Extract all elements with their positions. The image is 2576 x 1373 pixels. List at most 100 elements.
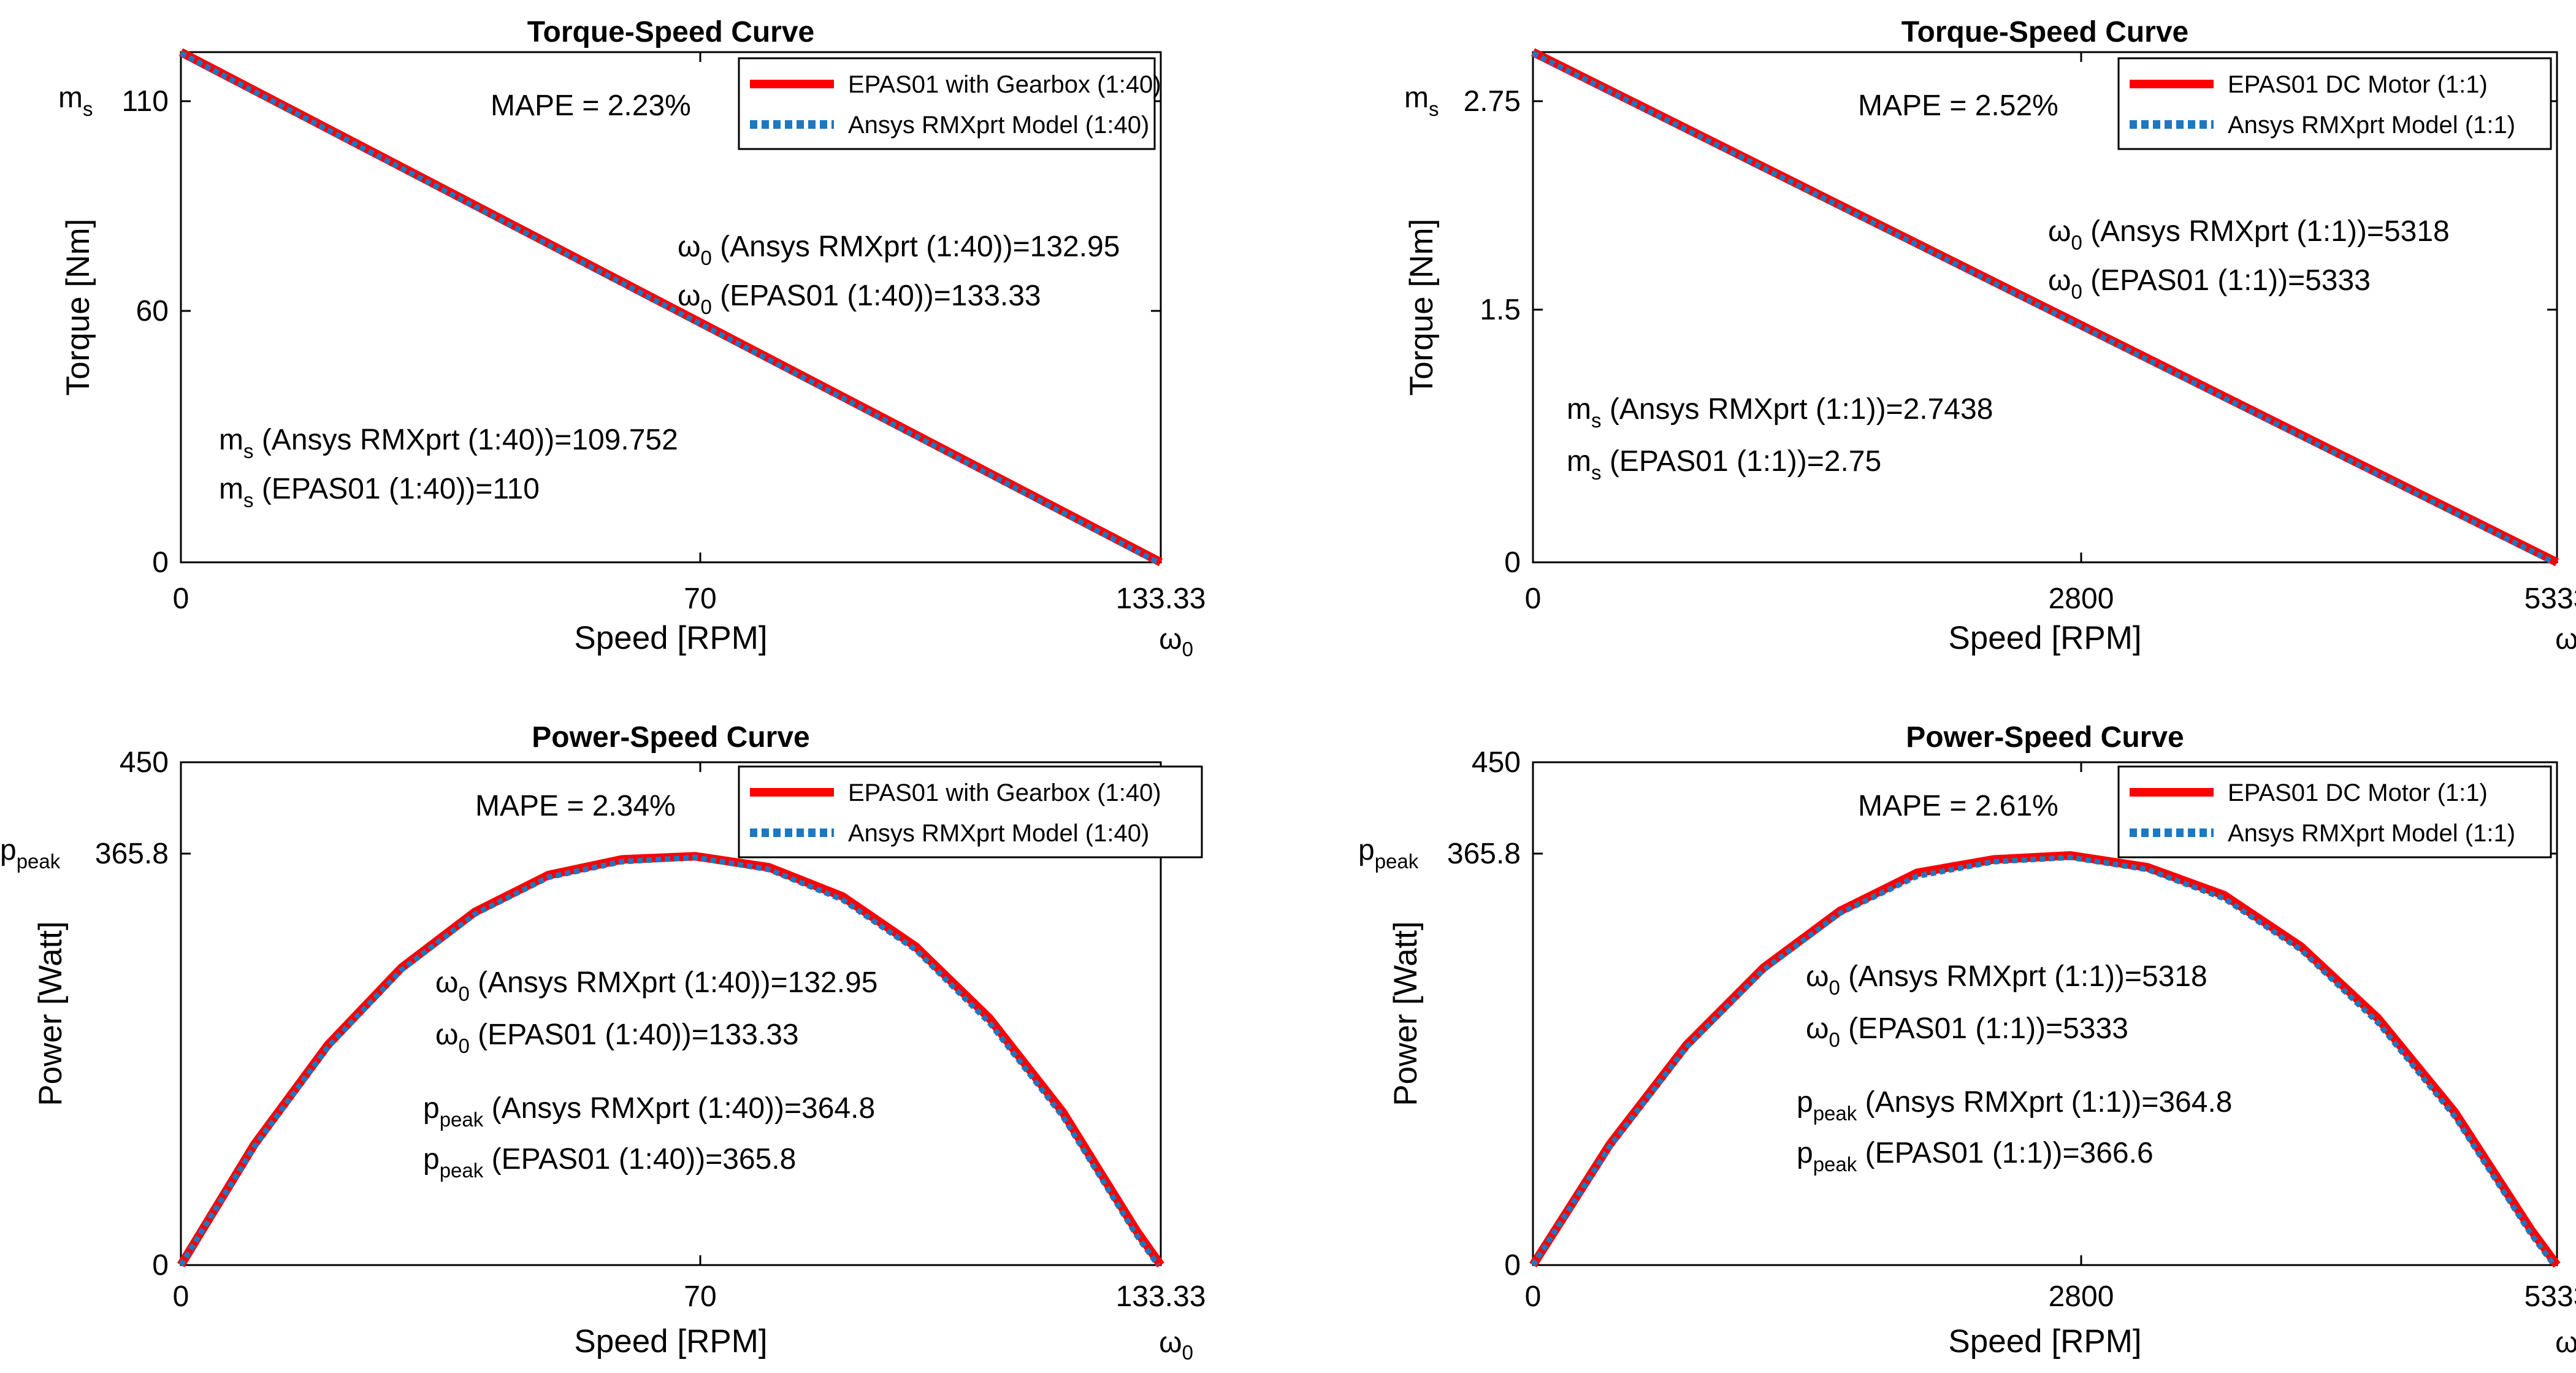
x-tick-label: 0	[173, 583, 189, 615]
annotation-symbol-sub: s	[1591, 461, 1602, 484]
chart-panel-2: Torque-Speed Curve028005333ω001.52.75msS…	[1404, 16, 2576, 656]
y-top-symbol-char: m	[1404, 82, 1429, 114]
annotation-symbol: p	[1797, 1086, 1813, 1119]
y-axis-label: Torque [Nm]	[60, 219, 96, 396]
annotation-text: (EPAS01 (1:40))=133.33	[470, 1019, 799, 1051]
annotation-symbol-sub: s	[243, 440, 254, 462]
annotation-text: (Ansys RMXprt (1:1))=364.8	[1857, 1086, 2232, 1119]
y-axis-label: Power [Watt]	[32, 921, 69, 1106]
annotation-text: (EPAS01 (1:40))=133.33	[712, 280, 1041, 312]
x-end-symbol-char: ω	[1159, 623, 1182, 656]
annotation-symbol-sub: peak	[440, 1159, 484, 1182]
value-annotation: ms (EPAS01 (1:1))=2.75	[1567, 445, 1881, 484]
chart-title: Torque-Speed Curve	[527, 16, 815, 48]
annotation-symbol-sub: 0	[1829, 1028, 1840, 1051]
annotation-symbol: p	[1797, 1137, 1813, 1169]
annotation-text: (EPAS01 (1:1))=2.75	[1601, 445, 1881, 478]
value-annotation: ms (Ansys RMXprt (1:40))=109.752	[219, 424, 678, 462]
value-annotation: ms (EPAS01 (1:40))=110	[219, 473, 540, 511]
annotation-text: MAPE = 2.52%	[1858, 90, 2058, 122]
annotation-text: MAPE = 2.34%	[475, 790, 676, 822]
x-tick-label: 70	[684, 583, 716, 615]
x-end-symbol: ω0	[2555, 1326, 2576, 1364]
y-axis-label: Power [Watt]	[1388, 921, 1424, 1106]
y-top-symbol-sub: s	[83, 98, 93, 120]
chart-title: Power-Speed Curve	[532, 721, 809, 754]
annotation-text: (Ansys RMXprt (1:40))=132.95	[470, 966, 878, 999]
mape-annotation: MAPE = 2.23%	[491, 90, 691, 122]
value-annotation: ω0 (EPAS01 (1:1))=5333	[1806, 1012, 2128, 1051]
x-tick-label: 0	[1525, 583, 1542, 615]
annotation-symbol: ω	[678, 231, 700, 263]
y-tick-label: 60	[136, 295, 169, 327]
legend: EPAS01 with Gearbox (1:40) Ansys RMXprt M…	[738, 765, 1203, 859]
annotation-symbol-sub: peak	[1813, 1153, 1857, 1176]
value-annotation: ppeak (Ansys RMXprt (1:40))=364.8	[423, 1092, 875, 1131]
x-end-symbol-char: ω	[2555, 623, 2576, 656]
series-line-model	[178, 854, 1161, 1267]
value-annotation: ω0 (Ansys RMXprt (1:40))=132.95	[678, 231, 1120, 269]
value-annotation: ω0 (Ansys RMXprt (1:1))=5318	[1806, 960, 2207, 999]
value-annotation: ppeak (Ansys RMXprt (1:1))=364.8	[1797, 1086, 2232, 1125]
x-axis-label: Speed [RPM]	[574, 1323, 767, 1360]
annotation-symbol: ω	[435, 1019, 458, 1051]
annotation-symbol-sub: peak	[440, 1108, 484, 1131]
annotation-symbol: m	[1567, 445, 1591, 478]
x-end-symbol-char: ω	[2555, 1326, 2576, 1359]
y-top-symbol-char: p	[0, 834, 17, 866]
x-end-symbol: ω0	[1159, 1326, 1193, 1364]
value-annotation: ω0 (EPAS01 (1:40))=133.33	[678, 280, 1041, 318]
y-top-symbol: ms	[58, 82, 93, 120]
legend-box	[738, 57, 1156, 150]
legend: EPAS01 DC Motor (1:1) Ansys RMXprt Model …	[2117, 57, 2552, 150]
legend-box	[2117, 765, 2552, 859]
x-axis-label: Speed [RPM]	[1948, 620, 2141, 656]
annotation-symbol-sub: 0	[2071, 280, 2082, 303]
annotation-symbol: ω	[2048, 215, 2071, 248]
annotation-symbol-sub: 0	[2071, 231, 2082, 254]
annotation-symbol-sub: peak	[1813, 1102, 1857, 1125]
annotation-text: MAPE = 2.23%	[491, 90, 691, 122]
annotation-symbol: m	[219, 473, 243, 505]
x-tick-label: 133.33	[1116, 1280, 1206, 1313]
legend-box	[2117, 57, 2552, 150]
annotation-text: (EPAS01 (1:40))=365.8	[483, 1143, 796, 1176]
series-line-model	[1531, 50, 2556, 565]
y-top-symbol-sub: s	[1429, 98, 1439, 120]
annotation-symbol: ω	[2048, 264, 2071, 297]
value-annotation: ω0 (EPAS01 (1:40))=133.33	[435, 1019, 799, 1057]
x-axis-label: Speed [RPM]	[1948, 1323, 2141, 1360]
annotation-text: (EPAS01 (1:40))=110	[253, 473, 539, 505]
y-top-symbol-char: p	[1358, 834, 1375, 866]
x-tick-label: 5333	[2524, 583, 2576, 615]
annotation-symbol: p	[423, 1092, 440, 1125]
series-line-model	[1531, 854, 2556, 1267]
annotation-symbol-sub: 0	[700, 247, 711, 269]
value-annotation: ms (Ansys RMXprt (1:1))=2.7438	[1567, 393, 1993, 432]
chart-panel-4: Power-Speed Curve028005333ω00365.8450ppe…	[1358, 721, 2576, 1364]
mape-annotation: MAPE = 2.61%	[1858, 790, 2058, 822]
annotation-symbol: p	[423, 1143, 440, 1176]
annotation-symbol-sub: 0	[1829, 976, 1840, 999]
legend-entry: EPAS01 with Gearbox (1:40)	[848, 779, 1161, 806]
value-annotation: ppeak (EPAS01 (1:1))=366.6	[1797, 1137, 2154, 1176]
annotation-symbol-sub: 0	[458, 982, 469, 1005]
y-tick-label: 365.8	[95, 838, 169, 870]
legend: EPAS01 DC Motor (1:1) Ansys RMXprt Model …	[2117, 765, 2552, 859]
y-tick-label: 110	[121, 85, 169, 118]
legend-entry: Ansys RMXprt Model (1:1)	[2228, 112, 2515, 139]
annotation-symbol-sub: 0	[700, 296, 711, 318]
value-annotation: ω0 (EPAS01 (1:1))=5333	[2048, 264, 2371, 303]
annotation-symbol: ω	[678, 280, 700, 312]
y-tick-label: 365.8	[1447, 838, 1521, 870]
annotation-text: (Ansys RMXprt (1:40))=364.8	[483, 1092, 875, 1125]
annotation-text: (Ansys RMXprt (1:1))=5318	[2082, 215, 2450, 248]
annotation-symbol-sub: s	[1591, 409, 1602, 432]
chart-title: Power-Speed Curve	[1906, 721, 2184, 754]
value-annotation: ω0 (Ansys RMXprt (1:1))=5318	[2048, 215, 2450, 254]
annotation-text: MAPE = 2.61%	[1858, 790, 2058, 822]
annotation-text: (Ansys RMXprt (1:1))=5318	[1840, 960, 2207, 993]
y-top-symbol-char: m	[58, 82, 83, 114]
